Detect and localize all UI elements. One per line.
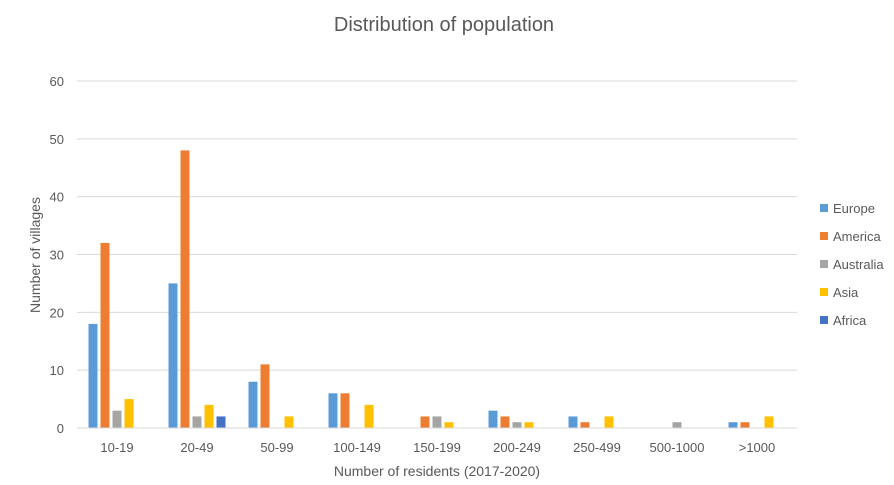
bar-australia-7 (672, 422, 682, 428)
bar-america-5 (500, 416, 510, 428)
bar-asia-1 (204, 404, 214, 428)
bar-australia-1 (192, 416, 202, 428)
bar-america-1 (180, 150, 190, 428)
bar-australia-4 (432, 416, 442, 428)
bar-asia-5 (524, 422, 534, 428)
legend-swatch-asia (820, 288, 828, 296)
x-tick-label: 500-1000 (650, 440, 705, 455)
bar-america-2 (260, 364, 270, 428)
legend-label-america: America (833, 229, 881, 244)
bar-america-8 (740, 422, 750, 428)
bar-asia-3 (364, 404, 374, 428)
bar-europe-5 (488, 410, 498, 428)
bar-america-3 (340, 393, 350, 428)
x-tick-label: >1000 (739, 440, 776, 455)
bar-europe-8 (728, 422, 738, 428)
x-tick-label: 20-49 (180, 440, 213, 455)
legend-swatch-africa (820, 316, 828, 324)
bar-europe-6 (568, 416, 578, 428)
x-tick-label: 150-199 (413, 440, 461, 455)
x-axis-title: Number of residents (2017-2020) (334, 463, 540, 479)
x-tick-label: 10-19 (100, 440, 133, 455)
bar-asia-6 (604, 416, 614, 428)
bar-america-0 (100, 242, 110, 428)
gridlines (77, 80, 797, 371)
x-tick-label: 250-499 (573, 440, 621, 455)
bar-asia-4 (444, 422, 454, 428)
bar-australia-5 (512, 422, 522, 428)
y-tick-label: 50 (50, 132, 64, 147)
y-tick-label: 0 (57, 421, 64, 436)
legend: Europe America Australia Asia Africa (820, 201, 884, 328)
y-tick-label: 40 (50, 190, 64, 205)
y-tick-label: 30 (50, 248, 64, 263)
bar-america-6 (580, 422, 590, 428)
legend-label-europe: Europe (833, 201, 875, 216)
bar-europe-3 (328, 393, 338, 428)
bar-asia-0 (124, 399, 134, 428)
x-tick-label: 100-149 (333, 440, 381, 455)
legend-label-africa: Africa (833, 313, 867, 328)
legend-swatch-australia (820, 260, 828, 268)
legend-label-australia: Australia (833, 257, 884, 272)
legend-swatch-europe (820, 204, 828, 212)
y-axis-ticks: 0 10 20 30 40 50 60 (50, 74, 64, 436)
x-axis-ticks: 10-19 20-49 50-99 100-149 150-199 200-249 250-… (100, 440, 775, 455)
y-tick-label: 20 (50, 305, 64, 320)
y-tick-label: 10 (50, 363, 64, 378)
x-tick-label: 50-99 (260, 440, 293, 455)
legend-swatch-america (820, 232, 828, 240)
chart-title: Distribution of population (334, 14, 554, 36)
bar-europe-0 (88, 323, 98, 428)
x-tick-label: 200-249 (493, 440, 541, 455)
bar-europe-1 (168, 283, 178, 428)
y-axis-title: Number of villages (27, 197, 43, 313)
bar-america-4 (420, 416, 430, 428)
legend-label-asia: Asia (833, 285, 859, 300)
bar-asia-8 (764, 416, 774, 428)
bars (88, 150, 774, 428)
bar-australia-0 (112, 410, 122, 428)
bar-asia-2 (284, 416, 294, 428)
y-tick-label: 60 (50, 74, 64, 89)
bar-europe-2 (248, 381, 258, 428)
bar-africa-1 (216, 416, 226, 428)
